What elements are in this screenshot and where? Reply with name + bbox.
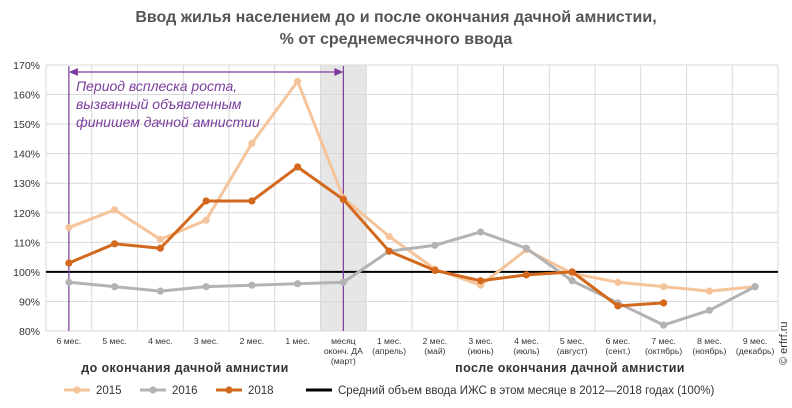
series-line-2015 xyxy=(68,79,756,293)
legend-label: 2018 xyxy=(248,385,274,397)
y-tick-label: 110% xyxy=(14,237,40,249)
series-point-2016 xyxy=(705,306,713,314)
series-point-2018 xyxy=(248,197,256,205)
series-point-2018 xyxy=(294,163,302,171)
series-point-2018 xyxy=(202,197,210,205)
series-point-2016 xyxy=(156,287,164,295)
series-point-2015 xyxy=(156,235,164,243)
y-tick-label: 150% xyxy=(13,119,40,131)
legend-label: 2016 xyxy=(172,385,198,397)
y-tick-label: 160% xyxy=(13,90,40,102)
series-point-2018 xyxy=(660,299,668,307)
series-point-2016 xyxy=(65,278,73,286)
y-tick-label: 170% xyxy=(13,60,40,72)
series-point-2016 xyxy=(751,283,759,291)
x-tick-label: 9 мес. (декабрь) xyxy=(736,336,775,356)
annotation-line-3: финишем дачной амнистии xyxy=(76,114,260,130)
x-tick-label: 4 мес. (июль) xyxy=(513,336,539,356)
x-tick-label: 2 мес. xyxy=(240,336,265,346)
series-point-2018 xyxy=(111,240,119,248)
series-point-2018 xyxy=(431,266,439,275)
series-point-2015 xyxy=(248,139,256,147)
series-point-2016 xyxy=(339,278,347,286)
legend-marker xyxy=(225,386,233,394)
series-point-2016 xyxy=(111,283,119,291)
x-tick-label: 3 мес. xyxy=(194,336,219,346)
chart-subtitle: % от среднемесячного ввода xyxy=(280,31,513,48)
series-point-2015 xyxy=(385,232,393,241)
legend-item-2015: 2015 xyxy=(64,385,122,397)
series-point-2015 xyxy=(614,278,622,286)
y-tick-label: 120% xyxy=(13,208,40,220)
y-tick-label: 90% xyxy=(19,296,40,308)
y-tick-label: 130% xyxy=(13,178,40,190)
x-tick-label: месяц оконч. ДА (март) xyxy=(324,336,363,366)
phase-label-after: после окончания дачной амнистии xyxy=(455,361,685,375)
series-point-2016 xyxy=(248,281,256,289)
series-point-2016 xyxy=(477,228,485,236)
x-tick-label: 1 мес. xyxy=(285,336,310,346)
legend-item-2018: 2018 xyxy=(216,385,274,397)
series-point-2018 xyxy=(385,247,393,255)
legend-label: Средний объем ввода ИЖС в этом месяце в … xyxy=(338,385,714,397)
y-tick-label: 140% xyxy=(13,149,40,161)
series-point-2016 xyxy=(522,244,530,252)
annotation-line-1: Период всплеска роста, xyxy=(76,78,237,94)
series-point-2016 xyxy=(202,283,210,291)
x-tick-label: 5 мес. xyxy=(102,336,127,346)
y-tick-label: 100% xyxy=(13,267,40,279)
legend-item-2016: 2016 xyxy=(140,385,198,397)
y-tick-label: 80% xyxy=(19,326,40,338)
x-tick-label: 8 мес. (ноябрь) xyxy=(692,336,726,356)
series-2018 xyxy=(65,163,668,310)
x-tick-label: 4 мес. xyxy=(148,336,173,346)
series-point-2018 xyxy=(65,259,73,267)
x-tick-label: 6 мес. xyxy=(57,336,82,346)
series-point-2016 xyxy=(431,241,439,249)
series-point-2018 xyxy=(156,244,164,252)
x-tick-label: 1 мес. (апрель) xyxy=(372,336,406,356)
series-point-2015 xyxy=(65,223,73,232)
legend-marker xyxy=(73,386,81,394)
series-point-2018 xyxy=(568,268,576,276)
legend-marker xyxy=(149,386,157,394)
series-point-2018 xyxy=(522,271,530,279)
series-point-2016 xyxy=(568,277,576,285)
series-point-2016 xyxy=(294,280,302,288)
series-point-2015 xyxy=(660,283,668,291)
series-point-2015 xyxy=(202,216,210,224)
x-tick-label: 2 мес. (май) xyxy=(423,336,448,356)
series-point-2018 xyxy=(339,195,347,204)
series-point-2015 xyxy=(111,206,119,214)
series-line-2018 xyxy=(68,165,664,308)
phase-label-before: до окончания дачной амнистии xyxy=(81,361,288,375)
bracket-arrow-right xyxy=(334,68,344,76)
x-tick-label: 3 мес. (июнь) xyxy=(468,336,494,356)
legend: 2015 2016 2018 Средний объем ввода ИЖС в эт… xyxy=(64,385,714,397)
bracket-arrow-left xyxy=(68,68,78,76)
series-line-2016 xyxy=(68,230,756,327)
x-tick-label: 7 мес. (октябрь) xyxy=(645,336,682,356)
series-point-2018 xyxy=(614,302,622,310)
legend-item-average: Средний объем ввода ИЖС в этом месяце в … xyxy=(306,385,714,397)
chart-title: Ввод жилья населением до и после окончан… xyxy=(135,9,656,26)
series-point-2015 xyxy=(705,287,713,295)
series-point-2016 xyxy=(660,321,668,329)
x-tick-label: 6 мес. (сент.) xyxy=(605,336,630,356)
legend-label: 2015 xyxy=(96,385,122,397)
credit-text: © erfrf.ru xyxy=(778,321,790,365)
series-point-2018 xyxy=(477,277,485,285)
annotation-line-2: вызванный объявленным xyxy=(76,96,242,112)
x-tick-label: 5 мес. (август) xyxy=(557,336,588,356)
series-point-2015 xyxy=(294,77,302,85)
